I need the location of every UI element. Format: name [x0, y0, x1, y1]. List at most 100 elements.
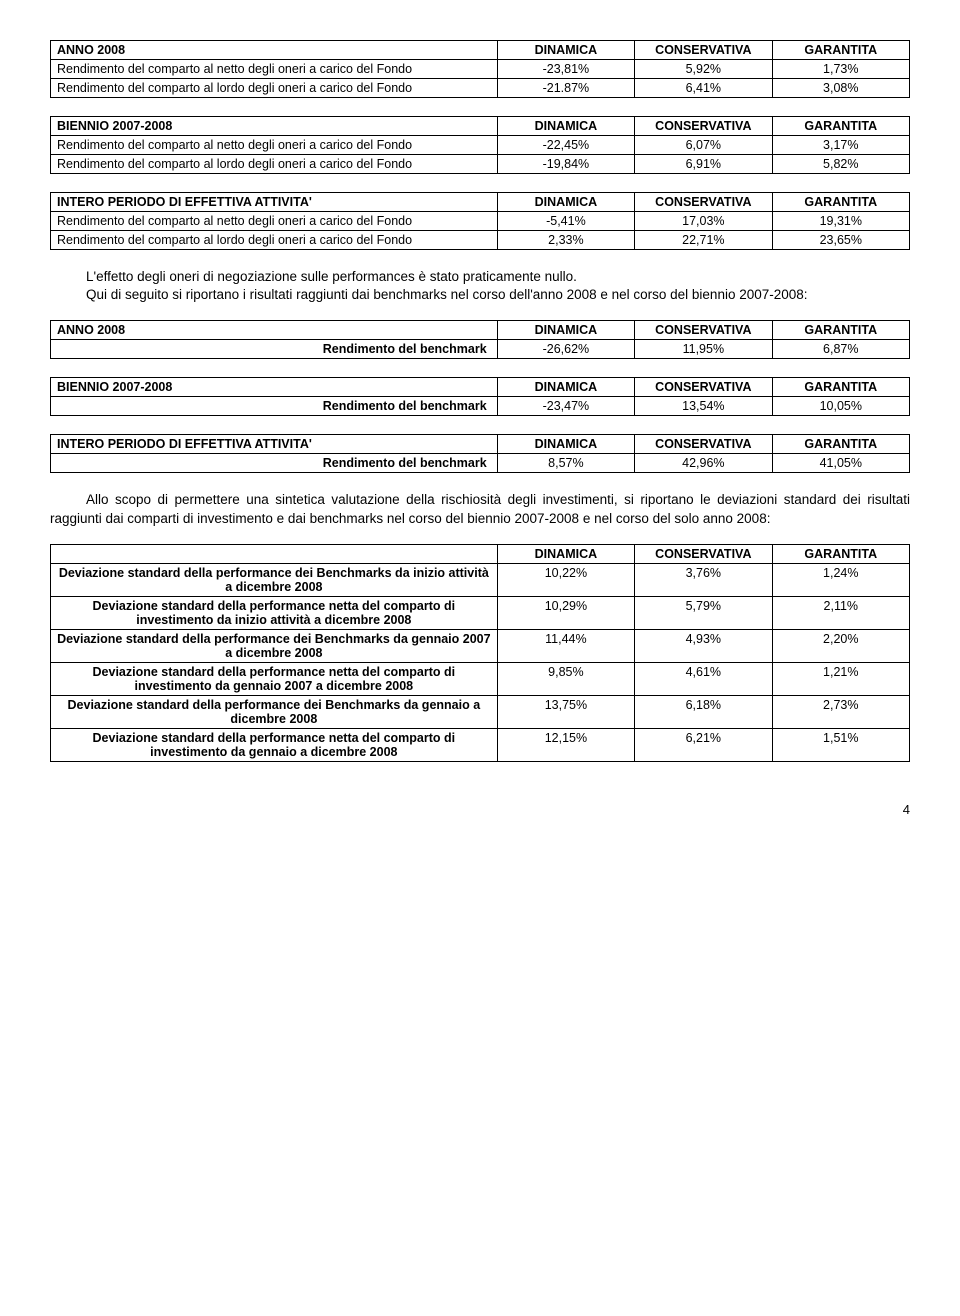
table-biennio-rendimento: BIENNIO 2007-2008 DINAMICA CONSERVATIVA … [50, 116, 910, 174]
table-intero-rendimento: INTERO PERIODO DI EFFETTIVA ATTIVITA' DI… [50, 192, 910, 250]
row-label-lordo: Rendimento del comparto al lordo degli o… [51, 155, 498, 174]
dev-row-label: Deviazione standard della performance ne… [51, 728, 498, 761]
cell: 17,03% [635, 212, 772, 231]
dev-row-label: Deviazione standard della performance ne… [51, 596, 498, 629]
row-label-netto: Rendimento del comparto al netto degli o… [51, 136, 498, 155]
cell: 6,07% [635, 136, 772, 155]
col-head-conservativa: CONSERVATIVA [635, 321, 772, 340]
col-head-garantita: GARANTITA [772, 435, 909, 454]
cell: 3,76% [635, 563, 772, 596]
col-head-garantita: GARANTITA [772, 41, 909, 60]
col-head-conservativa: CONSERVATIVA [635, 41, 772, 60]
cell: 3,08% [772, 79, 909, 98]
col-head-dinamica: DINAMICA [497, 378, 634, 397]
table-deviazioni: DINAMICA CONSERVATIVA GARANTITA Deviazio… [50, 544, 910, 762]
page-number: 4 [50, 802, 910, 817]
section-title: INTERO PERIODO DI EFFETTIVA ATTIVITA' [51, 435, 498, 454]
cell: 2,11% [772, 596, 909, 629]
cell: 8,57% [497, 454, 634, 473]
dev-row-label: Deviazione standard della performance de… [51, 629, 498, 662]
row-label-bench: Rendimento del benchmark [51, 454, 498, 473]
empty-cell [51, 544, 498, 563]
row-label-lordo: Rendimento del comparto al lordo degli o… [51, 79, 498, 98]
para1-text: L'effetto degli oneri di negoziazione su… [86, 269, 577, 284]
cell: -23,81% [497, 60, 634, 79]
cell: 42,96% [635, 454, 772, 473]
section-title: ANNO 2008 [51, 321, 498, 340]
col-head-garantita: GARANTITA [772, 193, 909, 212]
dev-row-label: Deviazione standard della performance de… [51, 695, 498, 728]
cell: -21.87% [497, 79, 634, 98]
dev-row-label: Deviazione standard della performance ne… [51, 662, 498, 695]
cell: 5,92% [635, 60, 772, 79]
col-head-dinamica: DINAMICA [497, 321, 634, 340]
cell: -23,47% [497, 397, 634, 416]
cell: 13,75% [497, 695, 634, 728]
col-head-conservativa: CONSERVATIVA [635, 378, 772, 397]
cell: 13,54% [635, 397, 772, 416]
section-title: INTERO PERIODO DI EFFETTIVA ATTIVITA' [51, 193, 498, 212]
cell: 22,71% [635, 231, 772, 250]
cell: 1,73% [772, 60, 909, 79]
section-title: BIENNIO 2007-2008 [51, 117, 498, 136]
cell: 6,21% [635, 728, 772, 761]
table-biennio-bench: BIENNIO 2007-2008 DINAMICA CONSERVATIVA … [50, 377, 910, 416]
row-label-netto: Rendimento del comparto al netto degli o… [51, 60, 498, 79]
cell: -5,41% [497, 212, 634, 231]
row-label-lordo: Rendimento del comparto al lordo degli o… [51, 231, 498, 250]
cell: 3,17% [772, 136, 909, 155]
col-head-dinamica: DINAMICA [497, 544, 634, 563]
section-title: ANNO 2008 [51, 41, 498, 60]
cell: -26,62% [497, 340, 634, 359]
dev-row-label: Deviazione standard della performance de… [51, 563, 498, 596]
cell: 10,05% [772, 397, 909, 416]
col-head-garantita: GARANTITA [772, 378, 909, 397]
cell: 6,91% [635, 155, 772, 174]
cell: -22,45% [497, 136, 634, 155]
cell: -19,84% [497, 155, 634, 174]
cell: 4,93% [635, 629, 772, 662]
col-head-garantita: GARANTITA [772, 117, 909, 136]
cell: 11,44% [497, 629, 634, 662]
col-head-dinamica: DINAMICA [497, 41, 634, 60]
cell: 2,20% [772, 629, 909, 662]
section-title: BIENNIO 2007-2008 [51, 378, 498, 397]
row-label-bench: Rendimento del benchmark [51, 340, 498, 359]
cell: 1,21% [772, 662, 909, 695]
col-head-dinamica: DINAMICA [497, 117, 634, 136]
cell: 6,87% [772, 340, 909, 359]
col-head-garantita: GARANTITA [772, 544, 909, 563]
para-negoziazione: L'effetto degli oneri di negoziazione su… [50, 268, 910, 304]
col-head-conservativa: CONSERVATIVA [635, 193, 772, 212]
col-head-dinamica: DINAMICA [497, 193, 634, 212]
row-label-bench: Rendimento del benchmark [51, 397, 498, 416]
cell: 23,65% [772, 231, 909, 250]
cell: 1,51% [772, 728, 909, 761]
cell: 10,29% [497, 596, 634, 629]
cell: 10,22% [497, 563, 634, 596]
table-anno2008-rendimento: ANNO 2008 DINAMICA CONSERVATIVA GARANTIT… [50, 40, 910, 98]
cell: 11,95% [635, 340, 772, 359]
cell: 19,31% [772, 212, 909, 231]
para2-text: Qui di seguito si riportano i risultati … [50, 286, 910, 304]
cell: 2,33% [497, 231, 634, 250]
table-intero-bench: INTERO PERIODO DI EFFETTIVA ATTIVITA' DI… [50, 434, 910, 473]
cell: 9,85% [497, 662, 634, 695]
cell: 6,41% [635, 79, 772, 98]
cell: 6,18% [635, 695, 772, 728]
cell: 1,24% [772, 563, 909, 596]
cell: 41,05% [772, 454, 909, 473]
col-head-conservativa: CONSERVATIVA [635, 544, 772, 563]
col-head-dinamica: DINAMICA [497, 435, 634, 454]
row-label-netto: Rendimento del comparto al netto degli o… [51, 212, 498, 231]
cell: 5,79% [635, 596, 772, 629]
cell: 5,82% [772, 155, 909, 174]
cell: 4,61% [635, 662, 772, 695]
table-anno2008-bench: ANNO 2008 DINAMICA CONSERVATIVA GARANTIT… [50, 320, 910, 359]
para-deviazioni: Allo scopo di permettere una sintetica v… [50, 491, 910, 527]
cell: 12,15% [497, 728, 634, 761]
col-head-garantita: GARANTITA [772, 321, 909, 340]
col-head-conservativa: CONSERVATIVA [635, 117, 772, 136]
cell: 2,73% [772, 695, 909, 728]
col-head-conservativa: CONSERVATIVA [635, 435, 772, 454]
